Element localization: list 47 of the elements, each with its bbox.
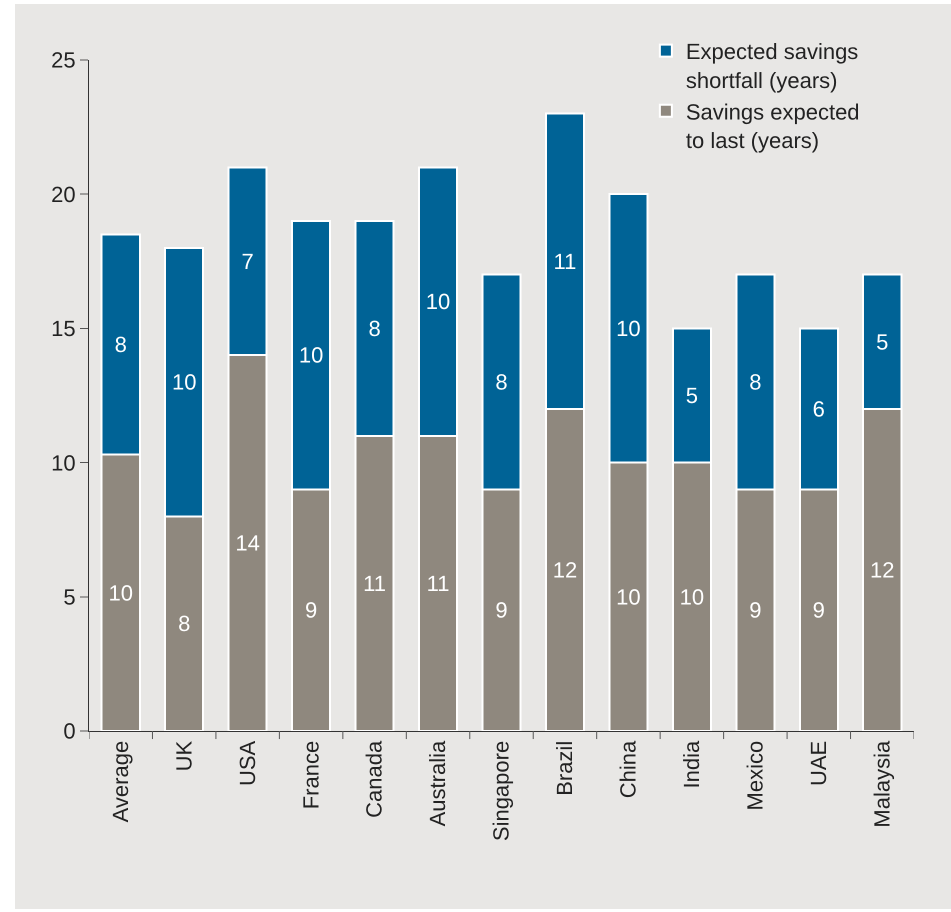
data-label: 8 [495,370,508,395]
data-label: 10 [426,289,450,314]
y-tick-label: 10 [51,450,76,476]
data-label: 5 [686,383,698,408]
data-label: 14 [235,530,260,556]
y-tick-label: 25 [51,48,76,73]
y-tick-label: 0 [63,718,76,744]
x-tick-label: China [616,740,641,798]
x-tick-label: USA [234,740,260,786]
data-label: 9 [495,598,508,623]
y-tick-label: 15 [51,316,76,342]
data-label: 11 [426,570,450,596]
x-tick-label: UK [171,740,196,772]
data-label: 7 [242,248,254,274]
data-label: 5 [876,329,888,354]
data-label: 10 [172,370,196,395]
x-tick-label: Malaysia [869,740,894,828]
data-label: 10 [680,584,704,610]
x-tick-label: Brazil [552,740,578,796]
data-label: 8 [368,316,381,341]
data-label: 8 [114,332,127,358]
data-label: 8 [178,611,190,636]
x-tick-label: Mexico [742,740,768,810]
data-label: 12 [870,557,895,582]
data-label: 10 [108,580,133,606]
data-label: 6 [812,396,825,422]
y-tick-label: 5 [63,584,76,610]
data-label: 11 [363,570,386,596]
x-tick-label: Singapore [488,740,514,842]
data-label: 9 [749,598,762,623]
data-label: 10 [298,342,324,368]
x-tick-label: France [298,740,324,810]
x-tick-label: India [679,740,704,789]
y-tick-label: 20 [51,182,76,207]
data-label: 12 [552,557,578,582]
x-tick-label: Australia [425,740,450,826]
data-label: 10 [616,584,641,610]
data-label: 10 [616,316,641,341]
data-label: 8 [749,370,762,395]
data-label: 9 [812,598,825,623]
legend-label: Savings expected to last (years) [686,99,860,153]
legend-label: Expected savings shortfall (years) [686,39,858,93]
x-tick-label: UAE [806,740,831,786]
x-tick-label: Canada [362,740,387,818]
data-label: 11 [554,248,576,274]
x-tick-label: Average [108,740,133,822]
data-label: 9 [304,598,318,623]
